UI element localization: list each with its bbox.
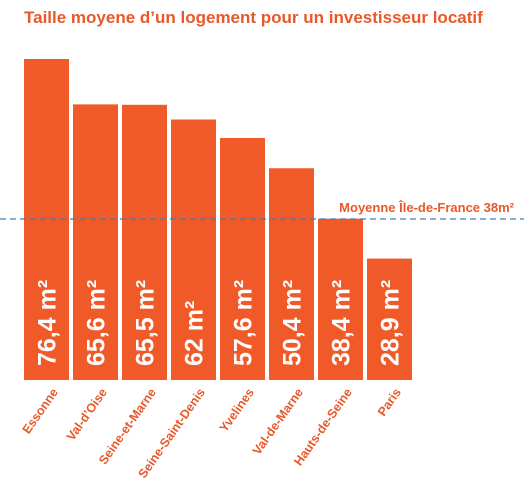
bar-seine-et-marne — [122, 104, 167, 380]
x-tick-labels-group: Essonne Val-d’OiseSeine-et-MarneSeine-Sai… — [20, 386, 404, 481]
bar-value-label: 57,6 m² — [230, 280, 258, 366]
value-labels-group: 76,4 m² 65,6 m² 65,5 m² 62 m² 57,6 m² 50,4 m²… — [34, 280, 405, 366]
x-tick-label: Paris — [375, 386, 404, 419]
bar-value-label: 38,4 m² — [328, 280, 356, 366]
bar-value-label: 50,4 m² — [279, 280, 307, 366]
x-tick-label: Val-de-Marne — [250, 386, 306, 458]
reference-line-group: Moyenne Île-de-France 38m² — [0, 200, 524, 220]
bar-seine-saint-denis — [171, 119, 216, 380]
bar-hauts-de-seine — [318, 218, 363, 380]
bar-value-label: 65,6 m² — [83, 280, 111, 366]
reference-line-label: Moyenne Île-de-France 38m² — [339, 200, 514, 215]
bars-group — [24, 59, 412, 381]
bar-paris — [367, 258, 412, 380]
chart-title: Taille moyene d’un logement pour un inve… — [24, 8, 483, 27]
bar-val-de-marne — [269, 168, 314, 380]
bar-value-label: 76,4 m² — [34, 280, 62, 366]
x-tick-label: Yvelines — [217, 386, 257, 435]
x-tick-label: Essonne — [20, 386, 61, 437]
bar-yvelines — [220, 137, 265, 380]
bar-value-label: 28,9 m² — [377, 280, 405, 366]
bar-value-label: 65,5 m² — [132, 280, 160, 366]
bar-val-d-oise — [73, 104, 118, 381]
bar-value-label: 62 m² — [181, 301, 209, 366]
x-tick-label: Val-d’Oise — [64, 386, 110, 444]
